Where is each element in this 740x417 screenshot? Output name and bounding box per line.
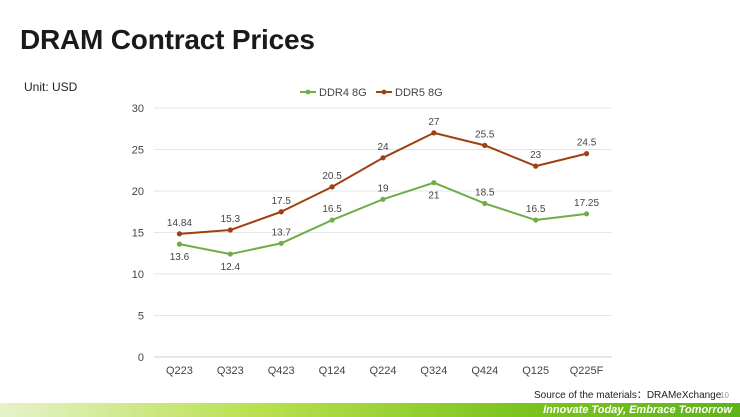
data-label: 16.5 (526, 204, 546, 215)
legend-label: DDR4 8G (319, 87, 367, 99)
unit-label: Unit: USD (24, 80, 78, 94)
x-tick-label: Q124 (319, 365, 346, 377)
y-tick-label: 0 (138, 352, 144, 364)
data-point (431, 130, 437, 136)
x-tick-label: Q223 (166, 365, 193, 377)
data-point (380, 155, 386, 161)
data-point (482, 142, 488, 148)
data-point (431, 180, 437, 186)
data-point (227, 227, 233, 233)
data-point (329, 184, 335, 190)
data-label: 16.5 (322, 204, 342, 215)
data-point (482, 200, 488, 207)
line-chart: 0 5 10 15 20 25 30 Q223 Q323 Q423 Q124 Q224 Q324 Q424… (132, 87, 612, 377)
data-label: 20.5 (322, 171, 342, 182)
data-label: 12.4 (221, 262, 241, 273)
data-label: 27 (428, 117, 440, 128)
data-point (278, 209, 284, 215)
data-point (380, 196, 386, 202)
data-label: 25.5 (475, 129, 495, 140)
footer-bar: Innovate Today, Embrace Tomorrow (0, 403, 740, 417)
data-label: 21 (428, 191, 440, 202)
y-tick-label: 30 (132, 103, 144, 115)
data-point (227, 251, 233, 257)
data-label: 13.6 (170, 252, 190, 263)
legend-marker (381, 89, 387, 95)
data-point (533, 217, 539, 223)
data-point (176, 231, 183, 237)
data-point (583, 151, 590, 157)
data-label: 17.25 (574, 198, 599, 209)
y-tick-label: 25 (132, 145, 144, 157)
x-tick-label: Q225F (570, 365, 604, 377)
data-point (533, 163, 539, 169)
data-label: 18.5 (475, 187, 495, 198)
y-tick-label: 10 (132, 269, 144, 281)
y-tick-label: 20 (132, 186, 144, 198)
data-label: 17.5 (271, 196, 291, 207)
x-tick-label: Q423 (268, 365, 295, 377)
x-tick-label: Q323 (217, 365, 244, 377)
y-tick-label: 5 (138, 311, 144, 323)
data-label: 15.3 (221, 214, 241, 225)
x-tick-label: Q125 (522, 365, 549, 377)
data-point (278, 240, 284, 246)
source-note: Source of the materials：DRAMeXchange (534, 390, 722, 401)
x-tick-label: Q224 (370, 365, 397, 377)
y-tick-label: 15 (132, 228, 144, 240)
slide-title: DRAM Contract Prices (20, 24, 315, 55)
data-label: 24.5 (577, 138, 597, 149)
data-point (329, 217, 335, 223)
x-tick-label: Q324 (420, 365, 447, 377)
data-label: 23 (530, 150, 542, 161)
footer-slogan: Innovate Today, Embrace Tomorrow (543, 404, 732, 416)
x-tick-label: Q424 (471, 365, 498, 377)
data-point (176, 241, 183, 247)
page-number: 10 (720, 391, 729, 400)
legend-label: DDR5 8G (395, 87, 443, 99)
data-label: 24 (377, 142, 389, 153)
data-label: 13.7 (271, 227, 291, 238)
legend-marker (305, 89, 311, 95)
data-label: 14.84 (167, 218, 192, 229)
data-point (583, 211, 590, 217)
data-label: 19 (377, 183, 389, 194)
